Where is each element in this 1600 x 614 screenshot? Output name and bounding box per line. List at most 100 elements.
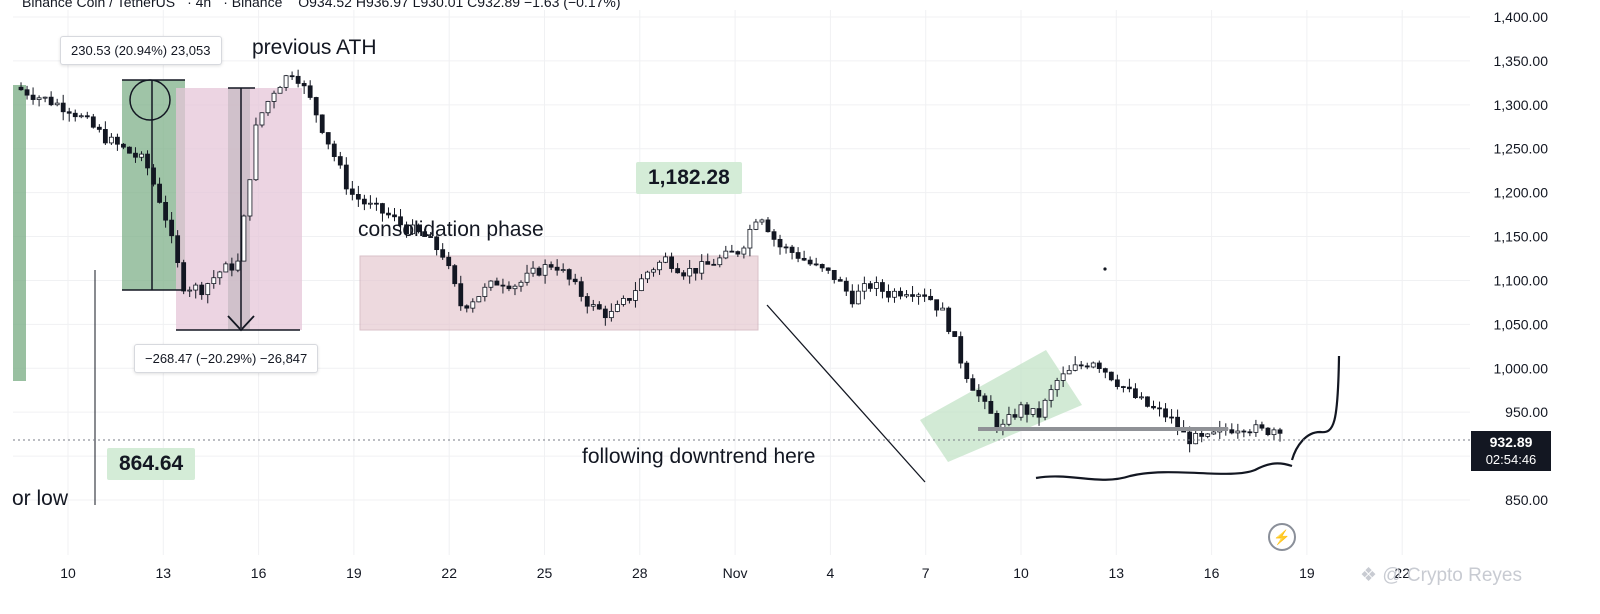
candle-body [952,331,958,337]
time-axis[interactable]: 10 13 16 19 22 25 28 Nov 4 7 10 13 16 19 22 [60,565,1410,581]
candle-body [940,307,946,311]
candle-body [187,289,193,292]
candle-body [777,238,783,248]
candle-body [446,256,452,267]
candle-body [283,75,289,88]
candle-body [880,282,885,292]
candle-body [488,280,494,288]
candle-body [241,215,247,262]
candle-body [506,285,512,290]
current-price-label[interactable]: 932.89 02:54:46 [1471,431,1551,471]
candle-body [434,236,440,251]
candle-body [337,156,343,166]
candle-body [277,86,283,94]
candle-body [121,143,126,148]
candle-body [1163,408,1168,418]
candle-body [223,263,229,273]
y-tick-label: 1,300.00 [1494,97,1549,113]
candle-body [765,219,771,233]
x-tick-label: 13 [1109,565,1125,581]
candle-body [151,167,156,185]
candle-body [861,283,867,292]
price-axis[interactable]: 1,400.00 1,350.00 1,300.00 1,250.00 1,200.00… [1494,9,1549,508]
candle-body [115,136,120,145]
candle-body [831,269,837,280]
watermark: ❖ @ Crypto Reyes [1360,564,1522,587]
candle-body [374,202,379,205]
candle-body [331,143,337,157]
candle-body [1175,416,1180,430]
candle-body [904,294,909,297]
candle-body [1108,371,1114,381]
candle-body [84,115,90,118]
candle-body [705,261,711,265]
downtrend-text: following downtrend here [582,445,816,468]
candle-body [163,201,168,221]
candle-body [729,250,735,253]
candle-body [470,301,476,309]
candle-body [1084,365,1090,368]
previous-ath-text: previous ATH [252,36,377,59]
candle-body [1151,405,1156,409]
lightning-icon[interactable]: ⚡ [1268,523,1296,551]
candle-body [916,294,921,297]
candle-body [663,256,668,263]
candle-body [958,336,964,364]
candle-body [795,252,801,259]
candle-body [392,214,397,218]
candle-body [542,264,548,276]
candle-body [271,92,277,102]
candle-body [633,290,638,301]
candle-body [1096,362,1102,369]
gray-zone-measure [228,88,250,330]
candle-body [1205,433,1211,437]
candle-body [837,279,843,282]
y-tick-label: 1,250.00 [1494,141,1549,157]
candle-body [711,263,717,266]
candle-body [584,296,590,307]
candle-body [530,267,536,274]
candle-body [1139,396,1144,399]
candle-body [596,304,602,310]
candle-body [536,267,542,276]
x-tick-label: 7 [922,565,930,581]
candle-body [1114,379,1120,387]
candle-body [621,298,626,305]
candle-body [175,235,181,264]
candle-body [970,378,976,391]
y-tick-label: 1,100.00 [1494,272,1549,288]
candle-body [386,212,391,216]
exchange-label: Binance [231,0,283,10]
candle-body [1145,396,1150,407]
candle-body [476,296,482,303]
candle-body [639,278,644,292]
low-text: or low [12,487,69,510]
candle-body [1235,430,1241,434]
candle-body [946,307,952,332]
candle-body [66,111,72,114]
candle-body [898,290,903,297]
downtrend-line [766,304,926,483]
candle-body [229,263,235,271]
candle-body [319,114,325,133]
candle-body [428,236,434,238]
x-tick-label: 13 [156,565,172,581]
candle-body [349,188,355,195]
candle-body [108,136,114,144]
candle-body [627,298,632,301]
candle-body [964,362,970,380]
candle-body [1066,369,1072,375]
high-price-tag: 1,182.28 [636,162,742,194]
candle-body [693,268,699,274]
candle-body [416,224,421,233]
candle-body [96,126,102,130]
x-tick-label: 19 [1299,565,1315,581]
candle-body [657,261,662,271]
candle-body [1048,389,1054,401]
candle-body [1012,414,1018,418]
candle-body [1169,416,1174,419]
candle-body [922,294,927,297]
candle-body [217,271,223,279]
candle-body [783,246,789,249]
